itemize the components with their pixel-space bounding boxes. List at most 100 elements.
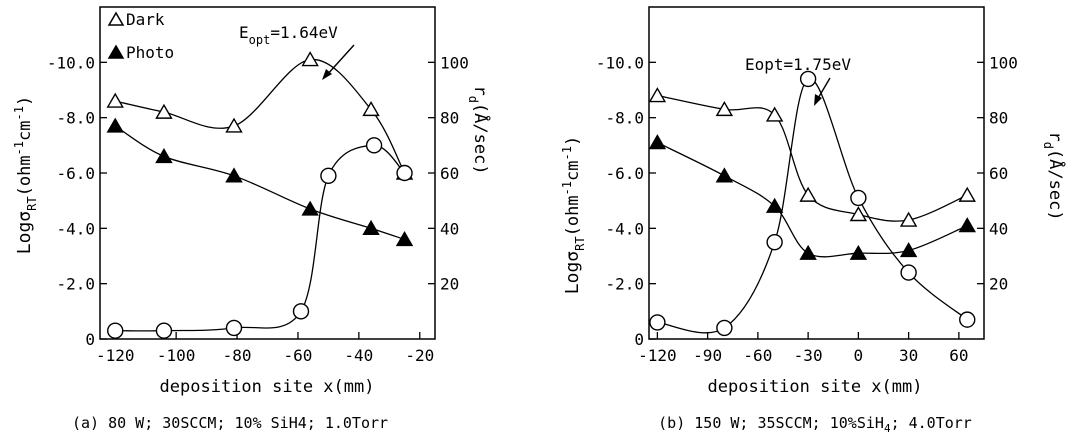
annotation-main: E	[239, 23, 249, 42]
legend-marker-photo	[107, 44, 125, 59]
caption: (a) 80 W; 30SCCM; 10% SiH4; 1.0Torr	[72, 414, 388, 432]
data-point-deposition-rate	[365, 137, 383, 154]
legend: Dark Photo	[107, 10, 174, 62]
data-point-deposition-rate	[799, 70, 817, 88]
series-line-deposition-rate	[657, 78, 968, 334]
y-tick-label: -4.0	[56, 219, 95, 238]
data-point-dark	[301, 51, 319, 67]
panel-b: -120 -90 -60 -30 0 30 60 0 -2.0 -4.0 -6.0 -8.0 -10.…	[560, 6, 1067, 435]
y-tick-label: 0	[634, 330, 644, 349]
panel-a: -120 -100 -80 -60 -40 -20 0 -2.0 -4.0 -6.0 -8.0 -1…	[12, 6, 492, 432]
annotation-text: Eopt=1.75eV	[745, 55, 851, 74]
legend-marker-dark	[107, 11, 125, 26]
y-axis-label-right: rd(Å/sec)	[1041, 131, 1067, 220]
data-point-photo	[715, 167, 734, 183]
y2-tick-label: 20	[989, 275, 1008, 294]
y-tick-label: -4.0	[605, 219, 644, 238]
series-line-dark	[657, 94, 968, 222]
x-tick-label: -20	[405, 346, 434, 365]
data-point-deposition-rate	[396, 164, 413, 182]
data-point-dark	[849, 206, 868, 222]
y-axis-label-right: rd(Å/sec)	[466, 85, 492, 174]
x-tick-label: -90	[693, 346, 722, 365]
data-point-deposition-rate	[716, 319, 733, 337]
y-tick-label: -8.0	[56, 109, 95, 128]
y-tick-label: -6.0	[56, 164, 95, 183]
data-point-photo	[799, 244, 817, 260]
x-tick-label: -60	[284, 346, 313, 365]
y2-tick-label: 100	[440, 53, 469, 72]
data-point-photo	[648, 134, 667, 150]
y-tick-label: -10.0	[596, 53, 644, 72]
data-point-photo	[362, 219, 380, 236]
data-point-dark	[799, 186, 817, 202]
data-point-dark	[225, 117, 243, 133]
svg-text:Eopt=1.64eV: Eopt=1.64eV	[239, 23, 338, 47]
data-point-photo	[155, 147, 173, 164]
y-axis-label-left: LogσRT(ohm-1cm-1)	[560, 136, 587, 294]
data-point-dark	[648, 87, 667, 103]
caption: (b) 150 W; 35SCCM; 10%SiH4; 4.0Torr	[658, 414, 972, 435]
x-tick-label: -120	[638, 346, 677, 365]
legend-label-dark: Dark	[126, 10, 165, 29]
data-point-dark	[155, 103, 173, 119]
data-point-photo	[849, 244, 868, 260]
y-tick-label: -10.0	[47, 53, 95, 72]
x-tick-label: -80	[223, 346, 252, 365]
data-point-deposition-rate	[292, 303, 310, 320]
data-point-deposition-rate	[850, 189, 867, 207]
y2-tick-label: 20	[440, 275, 459, 294]
annotation-arrowhead	[814, 94, 822, 106]
y-tick-label: -2.0	[605, 275, 644, 294]
series-line-photo	[114, 125, 405, 241]
x-tick-label: 0	[854, 346, 864, 365]
data-point-dark	[362, 100, 380, 117]
x-tick-label: -40	[344, 346, 373, 365]
x-tick-label: -120	[96, 346, 135, 365]
y2-tick-label: 60	[989, 164, 1008, 183]
data-point-deposition-rate	[225, 319, 243, 337]
x-axis-label: deposition site x(mm)	[160, 377, 375, 397]
y2-tick-label: 40	[440, 219, 459, 238]
data-point-dark	[715, 100, 734, 117]
data-point-dark	[106, 92, 124, 108]
data-point-photo	[765, 197, 784, 213]
data-point-deposition-rate	[900, 264, 917, 281]
data-point-deposition-rate	[766, 233, 783, 251]
annotation-eopt-a: Eopt=1.64eV	[239, 23, 355, 80]
data-point-photo	[899, 242, 918, 258]
data-point-deposition-rate	[320, 167, 337, 184]
legend-label-photo: Photo	[126, 43, 174, 62]
y2-tick-label: 40	[989, 219, 1008, 238]
data-point-dark	[765, 106, 784, 122]
y2-tick-label: 80	[989, 109, 1008, 128]
annotation-eopt-b: Eopt=1.75eV	[745, 55, 851, 106]
series-line-deposition-rate	[115, 144, 405, 332]
y2-tick-label: 100	[989, 53, 1018, 72]
x-tick-label: -100	[157, 346, 196, 365]
data-point-photo	[395, 230, 414, 247]
y-tick-label: -6.0	[605, 164, 644, 183]
x-tick-label: -30	[794, 346, 823, 365]
data-point-dark	[899, 211, 918, 227]
data-point-photo	[301, 200, 319, 216]
y-tick-label: -2.0	[56, 275, 95, 294]
annotation-arrow-line	[325, 44, 355, 77]
annotation-rest: =1.64eV	[270, 23, 338, 42]
data-point-deposition-rate	[107, 322, 124, 339]
annotation-arrow-line	[816, 77, 831, 101]
data-point-deposition-rate	[155, 322, 173, 339]
data-point-deposition-rate	[649, 314, 666, 331]
x-tick-label: 60	[949, 346, 968, 365]
annotation-arrowhead	[322, 69, 332, 80]
y2-tick-label: 60	[440, 164, 459, 183]
data-point-photo	[225, 167, 243, 183]
data-point-deposition-rate	[959, 311, 976, 328]
data-point-photo	[106, 117, 124, 133]
y-tick-label: -8.0	[605, 109, 644, 128]
y-tick-label: 0	[85, 330, 95, 349]
data-point-dark	[958, 186, 976, 202]
data-point-photo	[958, 217, 976, 233]
x-tick-label: 30	[899, 346, 918, 365]
